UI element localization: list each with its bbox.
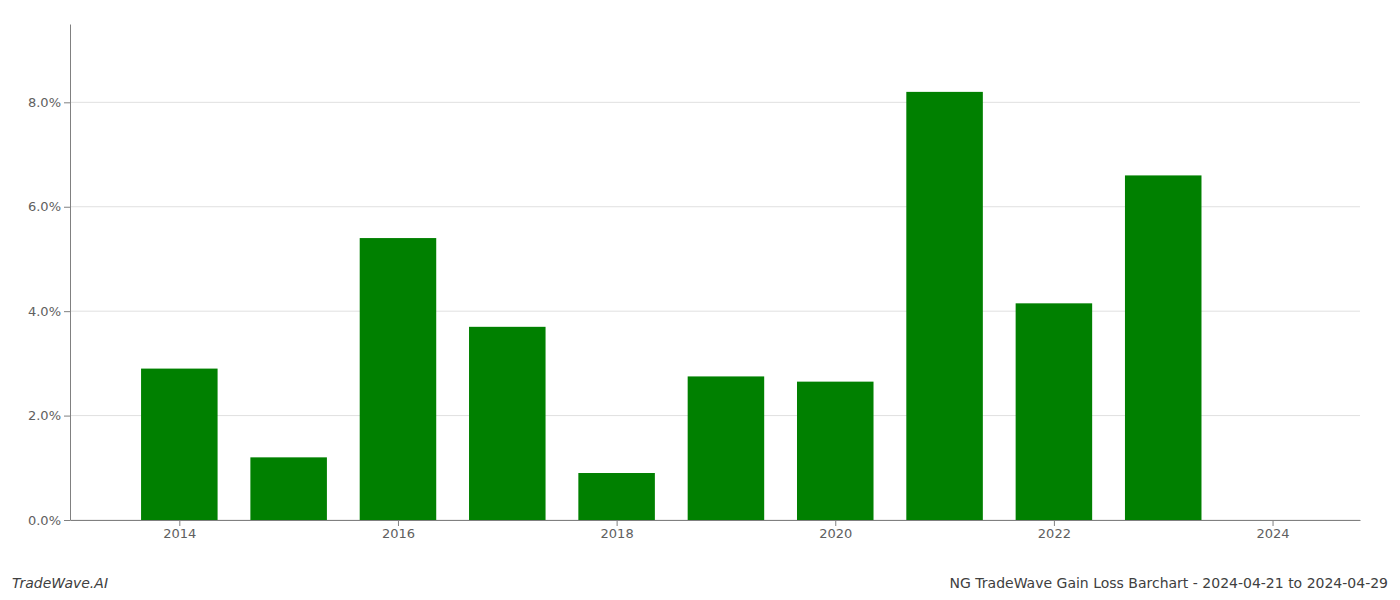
bar	[469, 327, 546, 520]
y-tick: 0.0%	[28, 513, 70, 528]
bar	[360, 238, 437, 520]
y-tick: 4.0%	[28, 304, 70, 319]
y-tick: 2.0%	[28, 408, 70, 423]
chart-title: NG TradeWave Gain Loss Barchart - 2024-0…	[950, 575, 1388, 591]
tick-label: 2016	[382, 526, 415, 541]
tick-mark	[64, 311, 70, 312]
tick-label: 2.0%	[28, 408, 61, 423]
grid-line	[70, 102, 1360, 103]
tick-mark	[617, 520, 618, 526]
tick-mark	[64, 416, 70, 417]
x-tick: 2024	[1256, 520, 1289, 541]
x-tick: 2020	[819, 520, 852, 541]
bar	[141, 369, 218, 520]
y-tick: 6.0%	[28, 199, 70, 214]
bar	[797, 382, 874, 520]
tick-mark	[64, 520, 70, 521]
tick-label: 8.0%	[28, 95, 61, 110]
plot-area: 0.0% 2.0% 4.0% 6.0% 8.0% 2014 2016 2018 2020 2022…	[28, 25, 1361, 542]
bar	[1125, 175, 1202, 520]
chart-svg: 0.0% 2.0% 4.0% 6.0% 8.0% 2014 2016 2018 2020 2022…	[0, 0, 1400, 600]
tick-mark	[835, 520, 836, 526]
tick-label: 2014	[163, 526, 196, 541]
bar	[250, 457, 327, 520]
y-axis: 0.0% 2.0% 4.0% 6.0% 8.0%	[28, 25, 71, 528]
tick-mark	[64, 102, 70, 103]
tick-mark	[398, 520, 399, 526]
bar	[578, 473, 655, 520]
tick-label: 2022	[1038, 526, 1071, 541]
grid	[70, 102, 1360, 520]
axis-line	[71, 520, 1361, 521]
tick-label: 2020	[819, 526, 852, 541]
bar	[906, 92, 983, 520]
tick-label: 0.0%	[28, 513, 61, 528]
tick-mark	[64, 207, 70, 208]
bar	[688, 376, 765, 520]
tick-label: 2024	[1256, 526, 1289, 541]
tick-mark	[1054, 520, 1055, 526]
bar	[1016, 303, 1093, 520]
tick-label: 6.0%	[28, 199, 61, 214]
x-tick: 2022	[1038, 520, 1071, 541]
x-tick: 2014	[163, 520, 196, 541]
tick-label: 2018	[601, 526, 634, 541]
bars	[141, 92, 1201, 520]
tick-mark	[179, 520, 180, 526]
axis-line	[70, 25, 71, 521]
tick-label: 4.0%	[28, 304, 61, 319]
x-tick: 2016	[382, 520, 415, 541]
x-axis: 2014 2016 2018 2020 2022 2024	[71, 520, 1361, 541]
y-tick: 8.0%	[28, 95, 70, 110]
annotation: TradeWave.AI	[12, 575, 108, 591]
tick-mark	[1273, 520, 1274, 526]
x-tick: 2018	[601, 520, 634, 541]
